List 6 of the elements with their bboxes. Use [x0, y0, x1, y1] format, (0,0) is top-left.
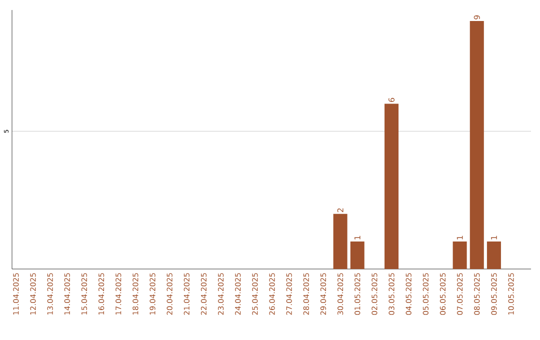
bar [333, 214, 348, 269]
bar [384, 104, 399, 269]
bar [350, 241, 364, 269]
bar [486, 241, 501, 269]
bar [470, 21, 484, 269]
bar [452, 241, 467, 269]
